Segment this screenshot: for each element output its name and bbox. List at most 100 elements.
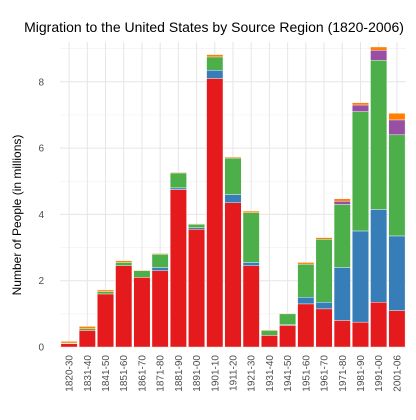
x-tick-label: 1851-60 (119, 355, 130, 392)
bar-segment (297, 303, 315, 348)
bar-segment (242, 262, 260, 266)
bar-segment (297, 297, 315, 305)
x-ticks: 1820-30 1831-40 1841-50 1851-60 1861-70 1871-… (65, 355, 404, 392)
bar-segment (242, 210, 260, 213)
bar-segment (315, 308, 333, 348)
bar-segment (388, 134, 406, 237)
bar-segment (133, 270, 151, 278)
y-axis-title: Number of People (in millions) (10, 135, 24, 296)
y-ticks: 0 2 4 6 8 (38, 77, 44, 353)
bar-segment (97, 289, 114, 292)
bar-segment (261, 330, 278, 336)
x-tick-label: 1921-30 (247, 355, 258, 392)
bar-segment (315, 302, 333, 310)
y-tick-label: 4 (38, 210, 44, 221)
bar-segment (224, 157, 242, 195)
y-tick-label: 2 (38, 276, 44, 287)
bar-segment (370, 60, 388, 210)
bar-segment (388, 310, 406, 348)
bar-segment (333, 200, 351, 205)
bar-segment (242, 212, 260, 263)
bar-segment (352, 102, 369, 106)
bar-segment (279, 312, 297, 315)
bar-segment (279, 313, 297, 325)
bar-segment (133, 277, 151, 348)
x-tick-label: 1901-10 (210, 355, 221, 392)
bar-segment (315, 237, 333, 240)
bar-segment (169, 172, 187, 174)
bar-segment (115, 265, 133, 348)
bar-segment (151, 270, 169, 348)
bar-segment (297, 262, 315, 265)
bar-segment (169, 187, 187, 190)
bar-segment (78, 328, 96, 331)
bar-segment (78, 330, 96, 348)
bar-segment (206, 78, 224, 348)
bar-segment (224, 202, 242, 348)
bar-segment (297, 263, 315, 298)
bar-segment (333, 204, 351, 268)
x-tick-label: 1931-40 (265, 355, 276, 392)
bar-segment (78, 326, 96, 329)
bar-segment (169, 172, 187, 189)
bar-segment (60, 343, 78, 348)
x-tick-label: 1991-00 (374, 355, 385, 392)
x-tick-label: 1961-70 (320, 355, 331, 392)
x-tick-label: 1861-70 (137, 355, 148, 392)
x-tick-label: 1951-60 (301, 355, 312, 392)
x-tick-label: 1881-90 (174, 355, 185, 392)
bar-segment (206, 56, 224, 71)
x-tick-label: 1891-00 (192, 355, 203, 392)
y-tick-label: 0 (38, 343, 44, 354)
bar-segment (370, 46, 388, 51)
x-tick-label: 1820-30 (65, 355, 76, 392)
bar-segment (352, 230, 369, 323)
bar-segment (261, 329, 278, 331)
bar-segment (315, 239, 333, 303)
bar-segment (60, 341, 78, 344)
x-tick-label: 2001-06 (392, 355, 403, 392)
bar-segment (115, 262, 133, 266)
bar-segment (188, 227, 205, 230)
x-tick-label: 1941-50 (283, 355, 294, 392)
bar-segment (188, 224, 205, 228)
bar-segment (224, 194, 242, 203)
bar-segment (169, 189, 187, 348)
bar-segment (388, 235, 406, 311)
bar-segment (115, 260, 133, 263)
bar-segment (188, 223, 205, 225)
bar-segment (97, 293, 114, 348)
bar-segment (388, 113, 406, 121)
bar-segment (370, 302, 388, 348)
bar-segment (352, 321, 369, 348)
bar-segment (206, 54, 224, 58)
bar-segment (333, 267, 351, 321)
bar-segment (333, 320, 351, 348)
bar-segment (352, 111, 369, 232)
bar-segment (188, 229, 205, 348)
bar-segment (333, 198, 351, 202)
bar-segment (370, 209, 388, 303)
x-tick-label: 1871-80 (156, 355, 167, 392)
bar-segment (206, 69, 224, 79)
x-tick-label: 1831-40 (83, 355, 94, 392)
bar-segment (279, 325, 297, 348)
bars (60, 46, 406, 348)
bar-segment (151, 253, 169, 255)
y-tick-label: 6 (38, 144, 44, 155)
bar-segment (352, 104, 369, 112)
x-tick-label: 1911-20 (229, 355, 240, 391)
bar-segment (242, 265, 260, 348)
bar-segment (97, 291, 114, 295)
bar-segment (261, 335, 278, 348)
bar-segment (388, 119, 406, 136)
x-tick-label: 1981-90 (356, 355, 367, 392)
y-tick-label: 8 (38, 77, 44, 88)
bar-segment (151, 253, 169, 268)
chart-title: Migration to the United States by Source… (24, 19, 404, 35)
bar-segment (133, 269, 151, 271)
x-tick-label: 1841-50 (101, 355, 112, 392)
bar-segment (151, 267, 169, 271)
